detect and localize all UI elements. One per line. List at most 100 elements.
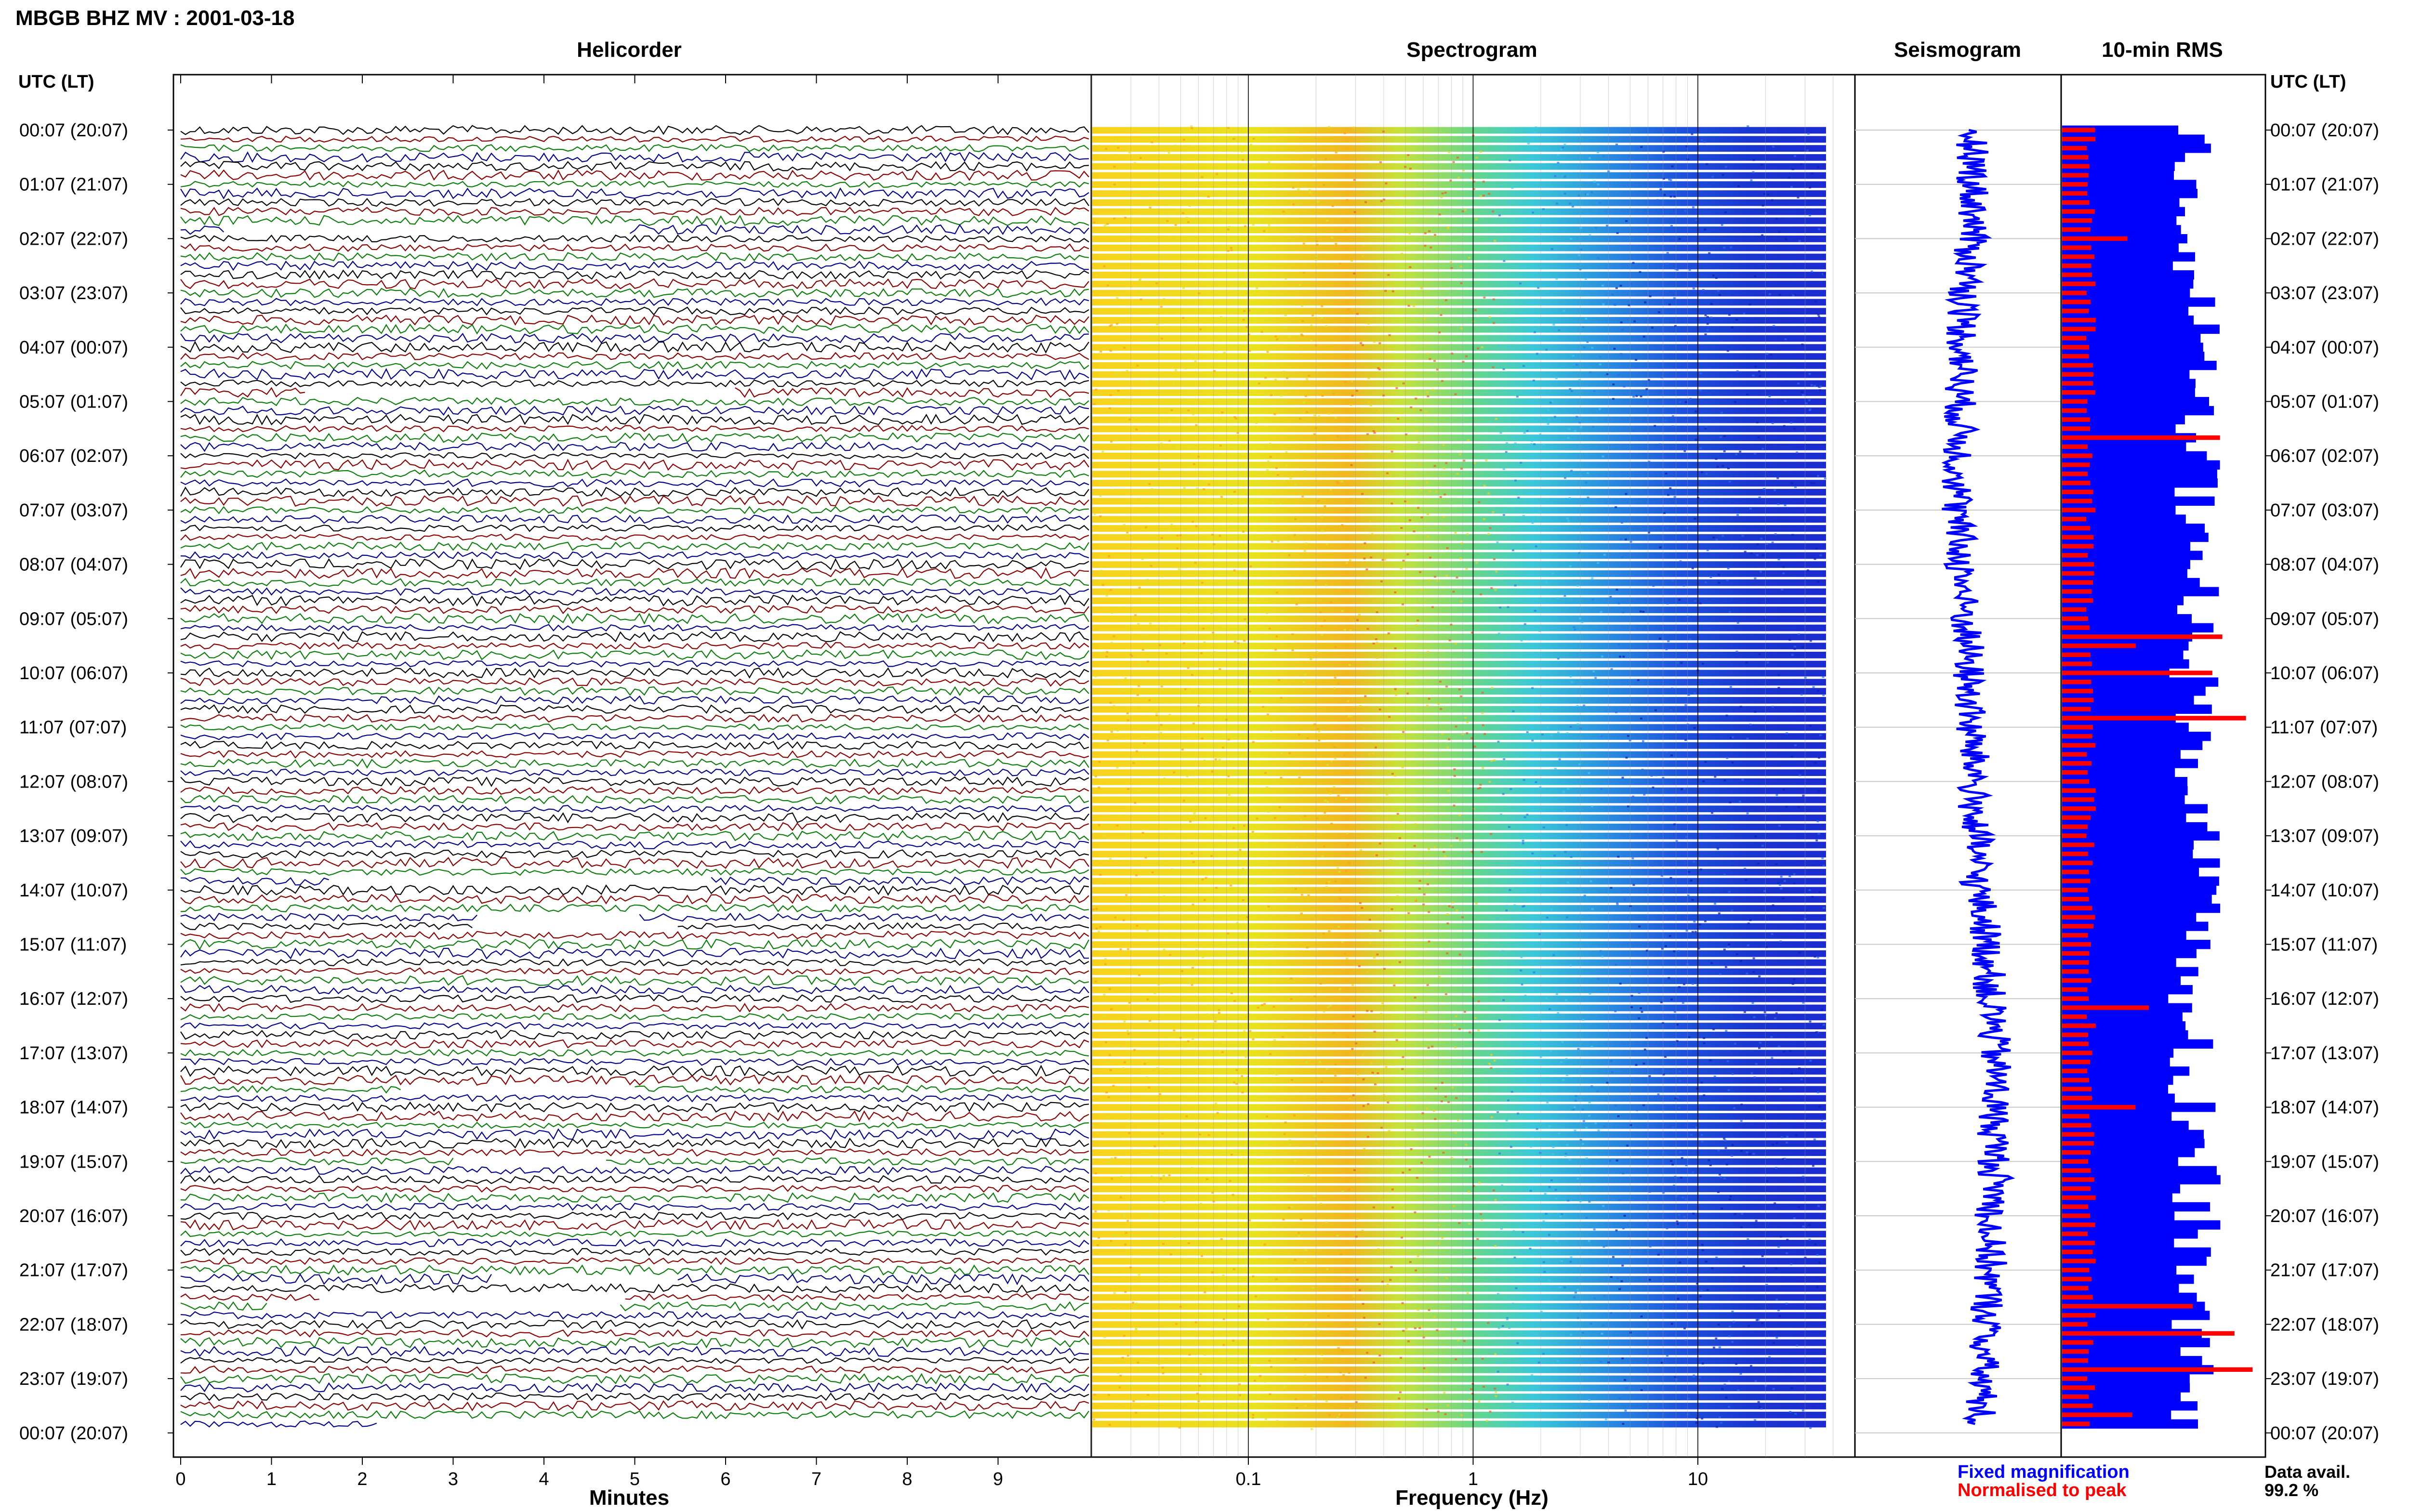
spectrogram-row xyxy=(1092,1366,1826,1373)
helicorder-trace xyxy=(180,306,1089,316)
rms-normalised-bar xyxy=(2062,1295,2093,1300)
rms-normalised-bar xyxy=(2062,272,2092,277)
helicorder-trace xyxy=(180,135,1089,143)
time-label-right: 00:07 (20:07) xyxy=(2270,1423,2379,1444)
helicorder-trace xyxy=(180,352,1089,361)
helicorder-trace xyxy=(180,1110,1089,1122)
helicorder-trace xyxy=(180,660,1089,668)
rms-normalised-bar xyxy=(2062,462,2090,467)
helicorder-trace xyxy=(180,323,1089,335)
helicorder-x-tick: 5 xyxy=(630,1469,640,1489)
rms-normalised-bar xyxy=(2062,1213,2091,1218)
helicorder-trace xyxy=(180,551,1089,560)
time-label-left: 00:07 (20:07) xyxy=(19,1423,128,1444)
rms-fixed-bar xyxy=(2062,1247,2211,1257)
helicorder-trace xyxy=(180,1003,1089,1013)
rms-fixed-bar xyxy=(2062,831,2220,841)
helicorder-trace xyxy=(180,506,1089,514)
rms-fixed-bar xyxy=(2062,740,2203,750)
rms-normalised-bar xyxy=(2062,508,2096,513)
helicorder-trace xyxy=(180,379,1089,388)
rms-fixed-bar xyxy=(2062,1338,2210,1347)
helicorder-trace xyxy=(180,151,1089,163)
helicorder-x-tick: 8 xyxy=(902,1469,912,1489)
time-label-right: 22:07 (18:07) xyxy=(2270,1315,2379,1335)
helicorder-trace xyxy=(180,478,1089,487)
helicorder-trace xyxy=(180,912,1089,922)
spectrogram-row xyxy=(1092,868,1826,876)
rms-fixed-bar xyxy=(2062,352,2205,361)
spectrogram-row xyxy=(1092,633,1826,641)
rms-normalised-bar xyxy=(2062,263,2091,268)
spectrogram-row xyxy=(1092,371,1826,378)
rms-fixed-bar xyxy=(2062,388,2195,397)
time-axis-label-left: UTC (LT) xyxy=(18,72,94,92)
helicorder-trace xyxy=(180,1049,1089,1057)
time-label-left: 06:07 (02:07) xyxy=(19,446,128,466)
helicorder-trace xyxy=(180,1345,1089,1357)
rms-fixed-bar xyxy=(2062,1275,2194,1284)
rms-normalised-bar xyxy=(2062,390,2095,395)
rms-normalised-bar xyxy=(2062,1041,2089,1046)
spectrogram-row xyxy=(1092,217,1826,224)
rms-fixed-bar xyxy=(2062,912,2197,922)
helicorder-trace xyxy=(180,181,1089,188)
rms-normalised-bar xyxy=(2062,137,2095,142)
time-axis-label-right: UTC (LT) xyxy=(2270,72,2346,92)
spectrogram-row xyxy=(1092,1258,1826,1265)
rms-normalised-bar xyxy=(2062,254,2094,259)
helicorder-trace xyxy=(180,1101,1089,1113)
helicorder-trace xyxy=(180,840,1089,850)
rms-fixed-bar xyxy=(2062,469,2217,479)
helicorder-trace xyxy=(180,804,1089,813)
spectrogram-row xyxy=(1092,751,1826,758)
time-label-right: 02:07 (22:07) xyxy=(2270,229,2379,249)
spectrogram-row xyxy=(1092,253,1826,261)
rms-normalised-bar xyxy=(2062,544,2094,549)
helicorder-trace xyxy=(180,297,1089,306)
helicorder-trace xyxy=(180,1248,1089,1256)
spectrogram-row xyxy=(1092,1348,1826,1355)
rms-fixed-bar xyxy=(2062,297,2215,307)
spectrogram-row xyxy=(1092,1375,1826,1382)
rms-normalised-bar xyxy=(2062,1240,2095,1246)
helicorder-trace xyxy=(180,1373,1089,1385)
spectrogram-row xyxy=(1092,1004,1826,1012)
rms-normalised-bar xyxy=(2062,499,2092,503)
spectrogram-xlabel: Frequency (Hz) xyxy=(1395,1486,1549,1510)
rms-normalised-bar xyxy=(2062,1068,2088,1074)
helicorder-xlabel: Minutes xyxy=(589,1486,669,1510)
rms-normalised-bar xyxy=(2062,1286,2089,1290)
spectrogram-row xyxy=(1092,344,1826,351)
spectrogram-row xyxy=(1092,1222,1826,1229)
legend-fixed: Fixed magnification xyxy=(1958,1462,2130,1482)
helicorder-trace xyxy=(180,1293,1089,1302)
time-label-right: 07:07 (03:07) xyxy=(2270,500,2379,521)
rms-normalised-bar xyxy=(2062,1060,2091,1065)
spectrogram-row xyxy=(1092,244,1826,251)
spectrogram-panel xyxy=(1090,74,1856,1458)
rms-fixed-bar xyxy=(2062,1220,2221,1230)
rms-fixed-bar xyxy=(2062,397,2209,407)
helicorder-trace xyxy=(180,1230,1089,1238)
helicorder-trace xyxy=(180,677,1089,687)
rms-fixed-bar xyxy=(2062,406,2214,416)
helicorder-x-tick: 2 xyxy=(357,1469,367,1489)
rms-normalised-bar xyxy=(2062,1313,2096,1318)
spectrogram-row xyxy=(1092,416,1826,423)
rms-fixed-bar xyxy=(2062,1202,2210,1212)
rms-normalised-bar xyxy=(2062,281,2096,286)
helicorder-trace xyxy=(180,686,1089,696)
rms-normalised-bar xyxy=(2062,1195,2096,1200)
rms-normalised-bar xyxy=(2062,842,2094,847)
rms-fixed-bar xyxy=(2062,749,2181,759)
helicorder-trace xyxy=(180,361,1089,370)
helicorder-trace xyxy=(180,704,1089,714)
rms-fixed-bar xyxy=(2062,659,2189,669)
helicorder-trace xyxy=(180,594,1089,607)
time-label-right: 20:07 (16:07) xyxy=(2270,1206,2379,1226)
rms-normalised-bar xyxy=(2062,1322,2088,1327)
rms-normalised-bar xyxy=(2062,1412,2132,1417)
time-label-left: 16:07 (12:07) xyxy=(19,989,128,1009)
rms-normalised-bar xyxy=(2062,227,2091,232)
